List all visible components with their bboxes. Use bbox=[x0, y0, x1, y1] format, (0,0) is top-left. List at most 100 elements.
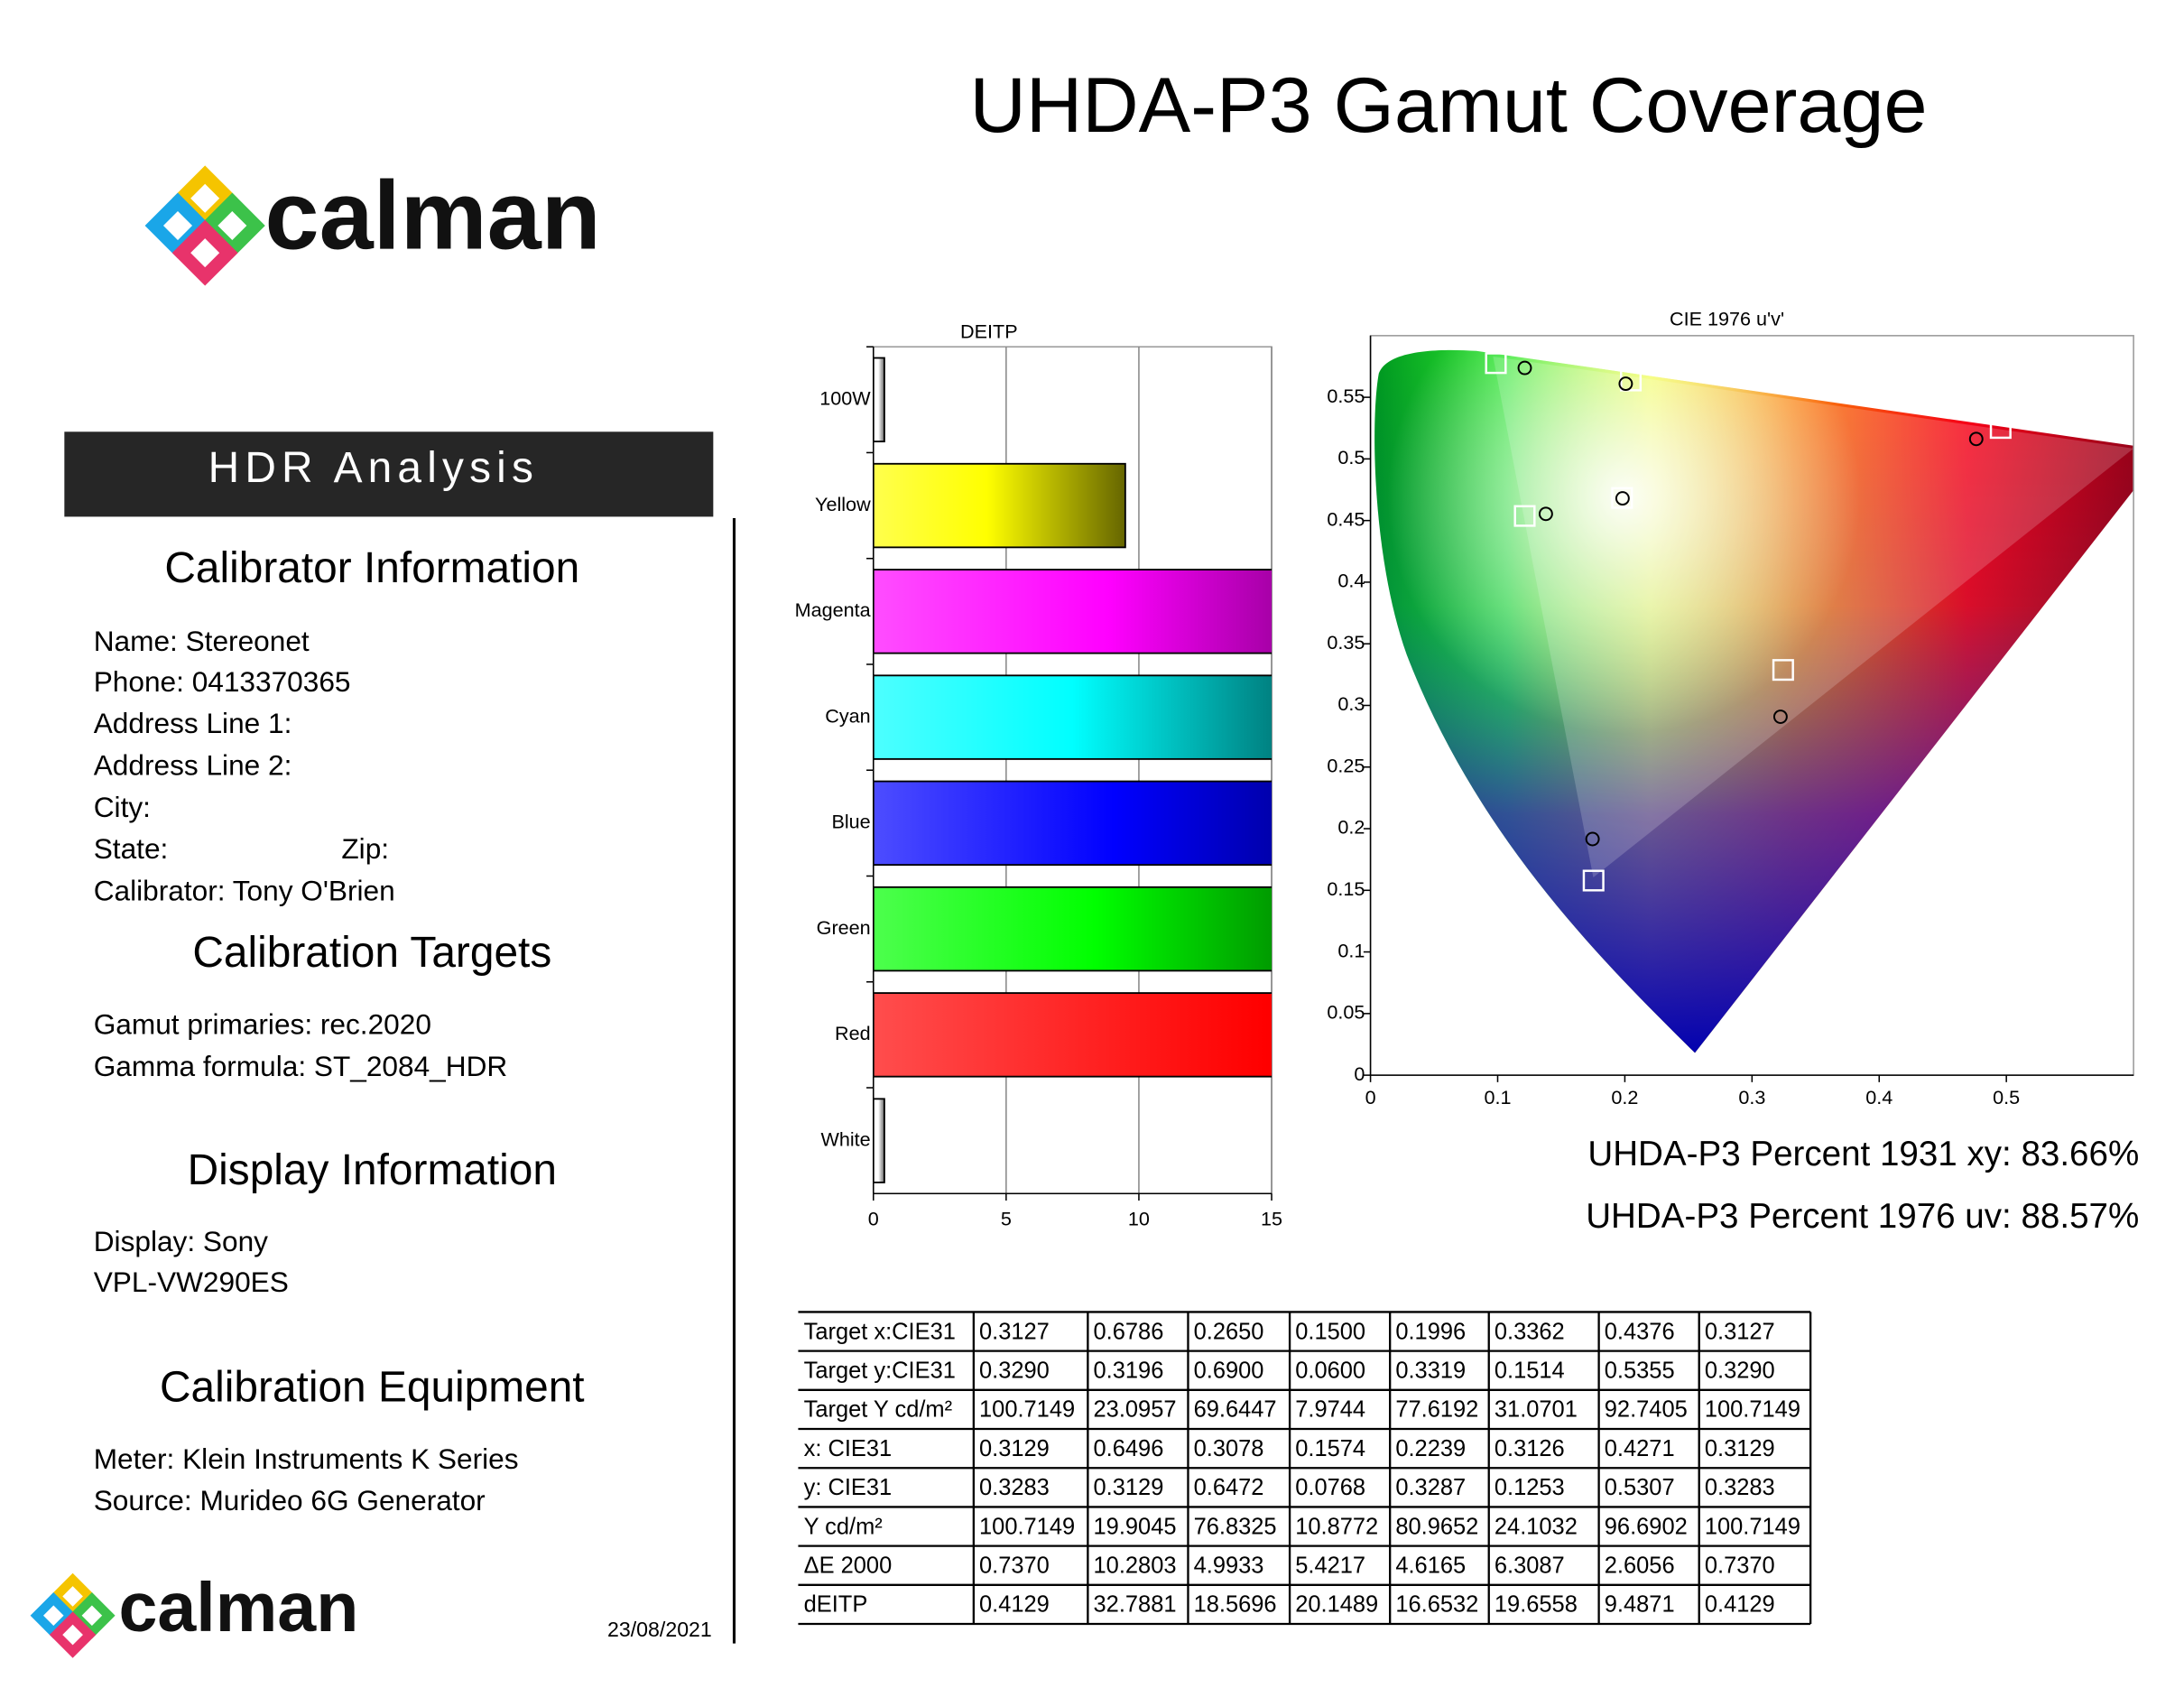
section-heading: Display Information bbox=[188, 1146, 557, 1194]
info-line: Zip: bbox=[341, 832, 389, 865]
info-line: Address Line 2: bbox=[94, 748, 292, 781]
report-date: 23/08/2021 bbox=[607, 1618, 712, 1641]
table-cell: 10.2803 bbox=[1094, 1553, 1177, 1578]
y-tick-label: 0.4 bbox=[1337, 570, 1365, 592]
y-tick-label: 0.55 bbox=[1327, 385, 1365, 407]
y-tick-label: 0.3 bbox=[1337, 692, 1365, 715]
table-cell: 0.1253 bbox=[1495, 1475, 1565, 1500]
table-cell: 80.9652 bbox=[1395, 1514, 1478, 1539]
table-cell: 0.1996 bbox=[1395, 1319, 1466, 1344]
y-tick-label: 0.2 bbox=[1337, 816, 1365, 839]
info-line: Meter: Klein Instruments K Series bbox=[94, 1442, 519, 1475]
table-cell: 0.0768 bbox=[1295, 1475, 1365, 1500]
table-cell: 0.3129 bbox=[1705, 1436, 1775, 1461]
x-tick-label: 0.3 bbox=[1738, 1086, 1765, 1108]
info-line: Display: Sony bbox=[94, 1225, 268, 1257]
table-cell: 0.6496 bbox=[1094, 1436, 1164, 1461]
table-cell: Target y:CIE31 bbox=[804, 1358, 956, 1383]
y-tick-label: 0.15 bbox=[1327, 877, 1365, 900]
measured-point bbox=[1618, 376, 1633, 392]
y-tick-label: Blue bbox=[831, 811, 870, 833]
table-cell: 0.6472 bbox=[1194, 1475, 1264, 1500]
bar bbox=[873, 569, 1272, 654]
info-line: Calibrator: Tony O'Brien bbox=[94, 874, 395, 906]
table-cell: 0.3290 bbox=[979, 1358, 1050, 1383]
x-tick-label: 15 bbox=[1261, 1207, 1282, 1229]
x-tick-label: 0.5 bbox=[1993, 1086, 2020, 1108]
bar bbox=[873, 992, 1272, 1078]
logo-icon bbox=[30, 1572, 116, 1658]
section-heading: Calibration Equipment bbox=[160, 1363, 585, 1411]
logo-icon bbox=[144, 165, 265, 286]
info-line: City: bbox=[94, 791, 151, 823]
bars bbox=[873, 357, 1272, 1183]
target-point bbox=[1772, 659, 1794, 682]
table-cell: 4.9933 bbox=[1194, 1553, 1264, 1578]
section-title: HDR Analysis bbox=[208, 444, 539, 492]
info-line: Phone: 0413370365 bbox=[94, 665, 351, 698]
table-cell: y: CIE31 bbox=[804, 1475, 893, 1500]
table-cell: 100.7149 bbox=[979, 1514, 1075, 1539]
measured-point bbox=[1615, 491, 1630, 506]
logo-diamond bbox=[49, 1611, 97, 1658]
table-cell: 100.7149 bbox=[1705, 1397, 1800, 1423]
table-cell: 0.1574 bbox=[1295, 1436, 1365, 1461]
y-tick-label: 0.25 bbox=[1327, 754, 1365, 776]
table-cell: 96.6902 bbox=[1605, 1514, 1688, 1539]
y-tick-label: 0.05 bbox=[1327, 1001, 1365, 1024]
table-cell: 19.9045 bbox=[1094, 1514, 1177, 1539]
x-tick-label: 5 bbox=[1001, 1207, 1012, 1229]
measured-point bbox=[1538, 506, 1553, 522]
percent-line: UHDA-P3 Percent 1976 uv: 88.57% bbox=[1586, 1197, 2139, 1236]
bar bbox=[873, 462, 1126, 549]
y-tick-label: Green bbox=[817, 916, 871, 939]
x-tick-label: 0 bbox=[868, 1207, 879, 1229]
table-cell: 0.1514 bbox=[1495, 1358, 1565, 1383]
table-cell: 4.6165 bbox=[1395, 1553, 1466, 1578]
table-cell: 18.5696 bbox=[1194, 1592, 1277, 1618]
target-point bbox=[1989, 417, 2012, 440]
table-cell: 100.7149 bbox=[979, 1397, 1075, 1423]
table-cell: 23.0957 bbox=[1094, 1397, 1177, 1423]
percent-line: UHDA-P3 Percent 1931 xy: 83.66% bbox=[1587, 1135, 2139, 1173]
table-cell: 24.1032 bbox=[1495, 1514, 1578, 1539]
measured-point bbox=[1772, 710, 1788, 724]
y-tick-label: 0.45 bbox=[1327, 507, 1365, 530]
y-tick-label: Magenta bbox=[795, 598, 872, 621]
section-heading: Calibration Targets bbox=[192, 929, 551, 977]
table-cell: x: CIE31 bbox=[804, 1436, 893, 1461]
table-cell: 19.6558 bbox=[1495, 1592, 1578, 1618]
table-cell: 16.6532 bbox=[1395, 1592, 1478, 1618]
table-cell: Y cd/m² bbox=[804, 1514, 883, 1539]
table-cell: Target x:CIE31 bbox=[804, 1319, 956, 1344]
table-cell: 0.5307 bbox=[1605, 1475, 1675, 1500]
table-cell: 20.1489 bbox=[1295, 1592, 1378, 1618]
table-cell: 0.4129 bbox=[1705, 1592, 1775, 1618]
x-tick-label: 0.4 bbox=[1865, 1086, 1892, 1108]
info-line: Address Line 1: bbox=[94, 707, 292, 739]
table-cell: 0.3129 bbox=[979, 1436, 1050, 1461]
x-tick-label: 10 bbox=[1128, 1207, 1150, 1229]
target-point bbox=[1485, 352, 1507, 375]
table-cell: 0.4271 bbox=[1605, 1436, 1675, 1461]
chart-title: CIE 1976 u'v' bbox=[1670, 308, 1784, 330]
info-line: Gamut primaries: rec.2020 bbox=[94, 1007, 431, 1040]
y-tick-label: Cyan bbox=[825, 704, 870, 727]
y-tick-label: White bbox=[820, 1127, 870, 1150]
table-cell: 0.7370 bbox=[1705, 1553, 1775, 1578]
table-cell: 92.7405 bbox=[1605, 1397, 1688, 1423]
table-cell: dEITP bbox=[804, 1592, 868, 1618]
table-cell: 0.3129 bbox=[1094, 1475, 1164, 1500]
table-cell: 0.6900 bbox=[1194, 1358, 1264, 1383]
section-banner bbox=[64, 431, 714, 517]
measured-point bbox=[1517, 360, 1532, 376]
target-point bbox=[1611, 487, 1633, 509]
table-cell: 0.3290 bbox=[1705, 1358, 1775, 1383]
table-cell: 0.0600 bbox=[1295, 1358, 1365, 1383]
table-cell: 0.3319 bbox=[1395, 1358, 1466, 1383]
target-point bbox=[1582, 869, 1605, 892]
table-cell: 10.8772 bbox=[1295, 1514, 1378, 1539]
table-cell: 7.9744 bbox=[1295, 1397, 1365, 1423]
